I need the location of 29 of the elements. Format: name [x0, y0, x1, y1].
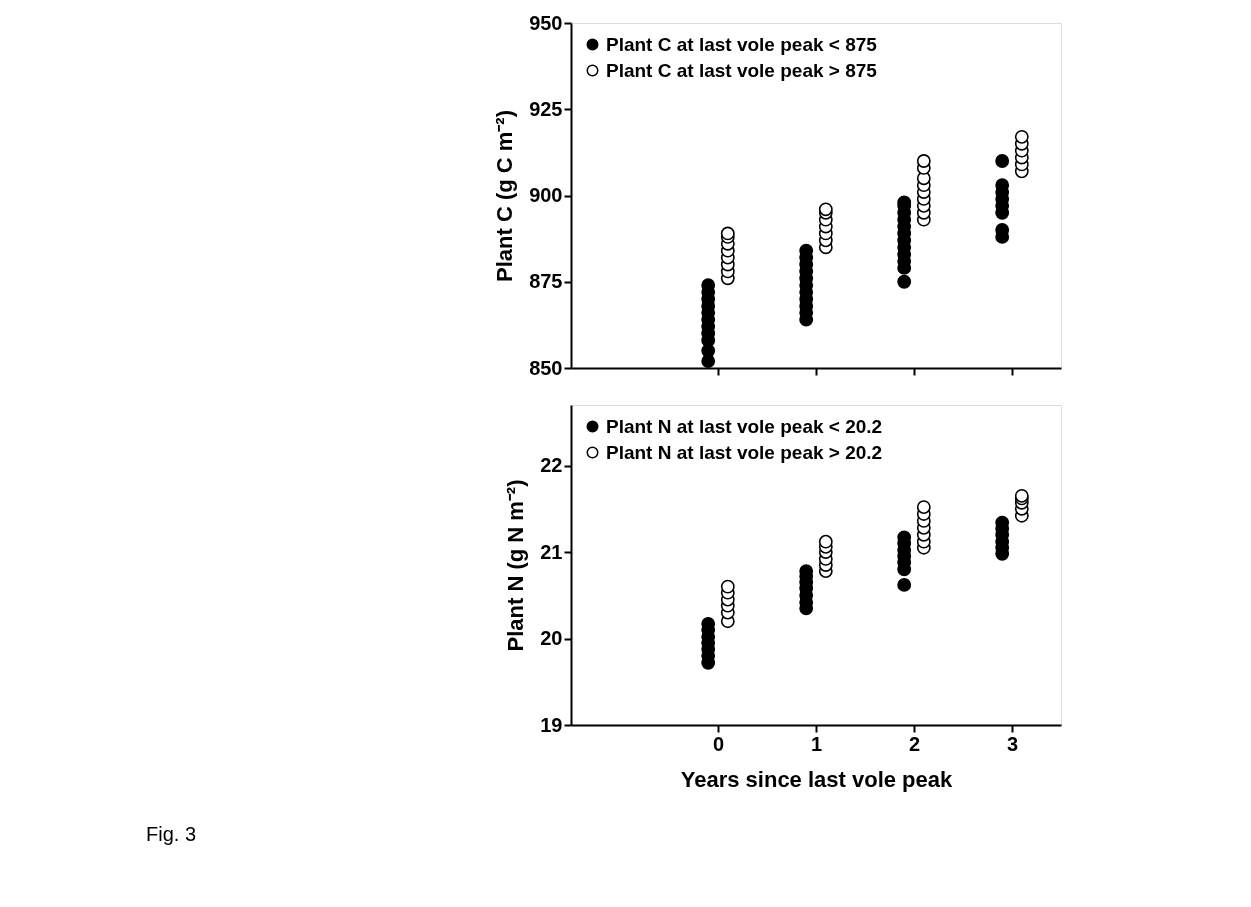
x-tick-label: 1: [810, 732, 823, 755]
y-tick-label: 21: [540, 540, 563, 563]
y-tick-label: 875: [529, 270, 563, 293]
point: [897, 577, 912, 592]
x-tick-label: 3: [1006, 732, 1019, 755]
point: [916, 154, 931, 168]
legend-label: Plant N at last vole peak > 20.2: [606, 441, 883, 463]
y-axis-title: Plant C (g C m⁻²): [492, 110, 518, 282]
point: [1014, 129, 1029, 144]
legend-label: Plant C at last vole peak < 875: [606, 33, 878, 55]
y-axis-title: Plant N (g N m⁻²): [503, 479, 529, 652]
caption: Fig. 3: [146, 823, 197, 845]
y-tick-label: 20: [540, 627, 563, 650]
y-tick-label: 19: [540, 713, 563, 736]
y-tick-label: 925: [529, 97, 563, 120]
point: [916, 500, 931, 514]
y-tick-label: 22: [540, 454, 563, 477]
y-tick-label: 900: [529, 184, 563, 206]
point: [818, 534, 833, 549]
y-tick-label: 850: [529, 356, 563, 379]
legend-label: Plant C at last vole peak > 875: [606, 59, 878, 81]
point: [720, 579, 735, 594]
y-tick-label: 950: [529, 11, 563, 34]
legend-label: Plant N at last vole peak < 20.2: [606, 415, 883, 437]
x-tick-label: 2: [908, 732, 921, 755]
x-axis-title: Years since last vole peak: [680, 766, 954, 792]
x-tick-label: 0: [712, 732, 725, 755]
point: [897, 274, 912, 289]
point: [995, 154, 1010, 168]
